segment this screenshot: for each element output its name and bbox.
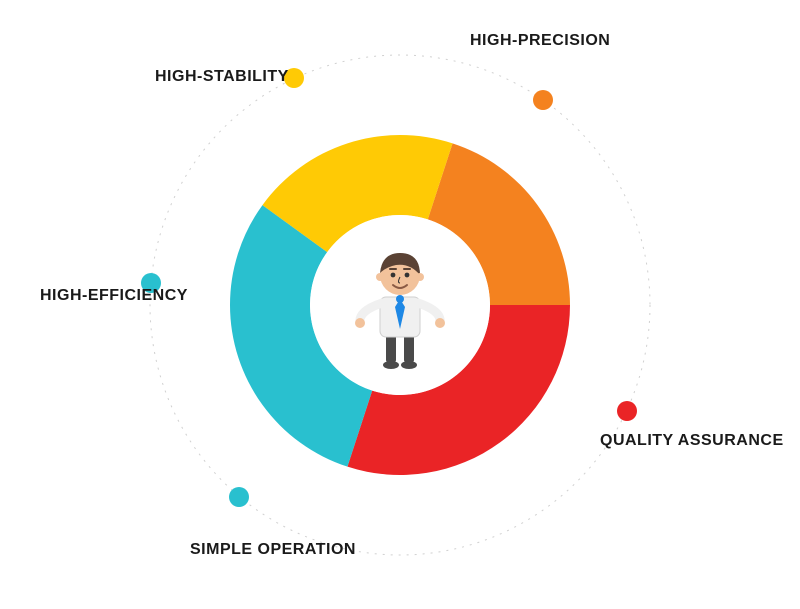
feature-label-4: HIGH-STABILITY (155, 68, 289, 86)
feature-label-0: HIGH-PRECISION (470, 32, 610, 50)
infographic-stage: HIGH-PRECISION QUALITY ASSURANCE SIMPLE OP… (0, 0, 800, 609)
orbit-dot-2 (229, 487, 249, 507)
feature-label-1: QUALITY ASSURANCE (600, 432, 784, 450)
feature-label-2: SIMPLE OPERATION (190, 541, 356, 559)
orbit-dot-1 (617, 401, 637, 421)
feature-label-3: HIGH-EFFICIENCY (40, 287, 188, 305)
